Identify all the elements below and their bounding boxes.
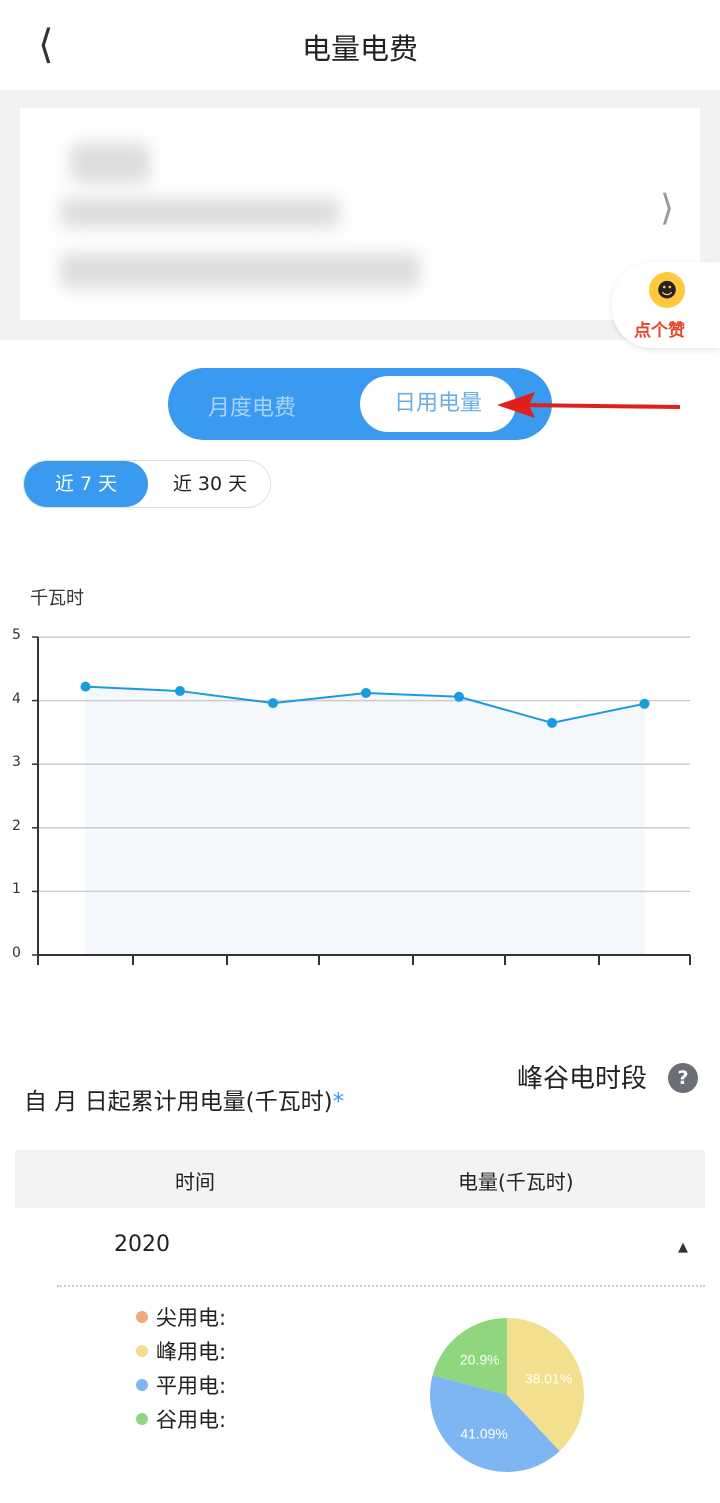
data-point: [454, 691, 464, 702]
column-time: 时间: [175, 1170, 215, 1194]
legend-dot: [136, 1345, 148, 1357]
pie-slice: [432, 1318, 507, 1395]
legend-item: 尖用电:: [136, 1302, 226, 1332]
help-icon[interactable]: ?: [668, 1063, 698, 1093]
y-tick-label: 1: [12, 881, 21, 898]
smile-face-icon: ☻: [649, 272, 685, 308]
cumulative-title-text: 自 月 日起累计用电量(千瓦时): [24, 1089, 333, 1115]
data-point: [639, 698, 650, 709]
blurred-info: [60, 198, 340, 228]
legend-label: 峰用电:: [156, 1340, 227, 1364]
y-tick-label: 5: [12, 627, 21, 643]
column-usage: 电量(千瓦时): [458, 1170, 574, 1194]
pie-slice: [430, 1375, 560, 1472]
data-point: [80, 681, 91, 692]
pie-slice-label: 38.01%: [525, 1371, 572, 1387]
asterisk: *: [332, 1089, 345, 1115]
range-toggle: 近 7 天 近 30 天: [23, 460, 271, 508]
pie-slice: [507, 1318, 584, 1452]
y-axis-label: 千瓦时: [30, 588, 84, 609]
mode-toggle: 月度电费 日用电量: [168, 368, 552, 440]
back-chevron-left-icon[interactable]: ⟨: [38, 22, 54, 68]
legend-dot: [136, 1379, 148, 1391]
y-tick-label: 0: [12, 945, 21, 961]
tab-monthly-fee[interactable]: 月度电费: [208, 396, 297, 421]
red-arrow-annotation: [497, 392, 681, 418]
peak-valley-link[interactable]: 峰谷电时段: [517, 1064, 648, 1094]
like-badge[interactable]: ☻ 点个赞: [612, 262, 720, 348]
range-7-days[interactable]: 近 7 天: [24, 461, 148, 507]
legend-item: 谷用电:: [136, 1404, 226, 1434]
legend-label: 尖用电:: [156, 1306, 227, 1330]
usage-pie-chart: 38.01% 41.09% 20.9%: [430, 1318, 584, 1472]
cumulative-title: 自 月 日起累计用电量(千瓦时)*: [24, 1082, 344, 1116]
divider: [57, 1285, 705, 1287]
year-row[interactable]: 2020: [114, 1232, 170, 1257]
blurred-info: [70, 143, 150, 183]
y-tick-label: 3: [12, 754, 21, 771]
caret-up-icon[interactable]: ▲: [678, 1240, 688, 1255]
range-30-days[interactable]: 近 30 天: [172, 473, 248, 495]
pie-slice-label: 20.9%: [460, 1352, 500, 1368]
legend-dot: [136, 1413, 148, 1425]
data-point: [547, 717, 557, 728]
pie-slice-label: 41.09%: [460, 1425, 507, 1441]
like-label: 点个赞: [634, 321, 685, 341]
page-title: 电量电费: [301, 32, 418, 66]
y-tick-label: 2: [12, 817, 21, 834]
data-point: [361, 687, 371, 698]
tab-daily-usage[interactable]: 日用电量: [360, 376, 516, 432]
table-header: 时间 电量(千瓦时): [15, 1150, 705, 1208]
header: ⟨ 电量电费: [0, 0, 720, 90]
y-tick-label: 4: [12, 690, 21, 707]
chevron-right-icon[interactable]: ⟩: [660, 188, 675, 229]
legend-label: 谷用电:: [156, 1408, 227, 1432]
account-card[interactable]: [20, 108, 700, 320]
blurred-info: [60, 253, 420, 288]
legend-item: 峰用电:: [136, 1336, 226, 1366]
data-point: [175, 686, 185, 697]
legend-dot: [136, 1311, 148, 1323]
area-fill: [85, 686, 645, 955]
daily-usage-chart: [32, 636, 691, 965]
legend-label: 平用电:: [156, 1374, 227, 1398]
legend-item: 平用电:: [136, 1370, 226, 1400]
data-point: [268, 698, 278, 709]
